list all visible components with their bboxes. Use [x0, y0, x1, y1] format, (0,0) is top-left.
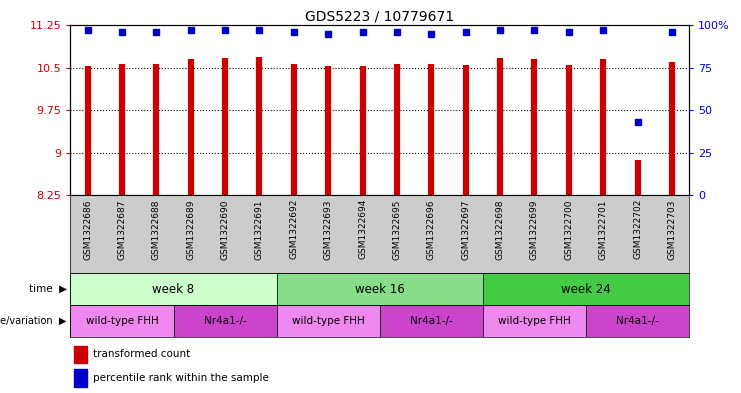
Text: GSM1322691: GSM1322691: [255, 199, 264, 259]
Text: transformed count: transformed count: [93, 349, 190, 359]
Text: time  ▶: time ▶: [29, 284, 67, 294]
Text: GSM1322701: GSM1322701: [599, 199, 608, 259]
Bar: [483, 273, 689, 305]
Bar: [380, 305, 483, 337]
Text: GSM1322695: GSM1322695: [393, 199, 402, 259]
Text: GSM1322692: GSM1322692: [289, 199, 299, 259]
Text: Nr4a1-/-: Nr4a1-/-: [204, 316, 247, 326]
Text: GSM1322686: GSM1322686: [83, 199, 92, 259]
Text: percentile rank within the sample: percentile rank within the sample: [93, 373, 268, 382]
Text: week 16: week 16: [355, 283, 405, 296]
Bar: [70, 273, 276, 305]
Text: genotype/variation  ▶: genotype/variation ▶: [0, 316, 67, 326]
Text: GSM1322689: GSM1322689: [186, 199, 195, 259]
Text: week 24: week 24: [561, 283, 611, 296]
Bar: [586, 305, 689, 337]
Text: Nr4a1-/-: Nr4a1-/-: [617, 316, 659, 326]
Text: GSM1322690: GSM1322690: [221, 199, 230, 259]
Text: GSM1322693: GSM1322693: [324, 199, 333, 259]
Text: wild-type FHH: wild-type FHH: [498, 316, 571, 326]
Bar: [276, 273, 483, 305]
Text: GSM1322697: GSM1322697: [461, 199, 471, 259]
Bar: [70, 305, 173, 337]
Text: GSM1322699: GSM1322699: [530, 199, 539, 259]
Text: GSM1322688: GSM1322688: [152, 199, 161, 259]
Text: GSM1322696: GSM1322696: [427, 199, 436, 259]
Text: GSM1322700: GSM1322700: [565, 199, 574, 259]
Text: GSM1322694: GSM1322694: [358, 199, 367, 259]
Bar: [483, 305, 586, 337]
Text: wild-type FHH: wild-type FHH: [292, 316, 365, 326]
Text: GSM1322703: GSM1322703: [668, 199, 677, 259]
Bar: [74, 369, 87, 387]
Text: GSM1322698: GSM1322698: [496, 199, 505, 259]
Bar: [276, 305, 379, 337]
Text: GSM1322702: GSM1322702: [633, 199, 642, 259]
Text: week 8: week 8: [153, 283, 195, 296]
Text: GSM1322687: GSM1322687: [118, 199, 127, 259]
Bar: [173, 305, 276, 337]
Text: wild-type FHH: wild-type FHH: [85, 316, 159, 326]
Title: GDS5223 / 10779671: GDS5223 / 10779671: [305, 10, 454, 24]
Bar: [74, 345, 87, 363]
Text: Nr4a1-/-: Nr4a1-/-: [410, 316, 453, 326]
